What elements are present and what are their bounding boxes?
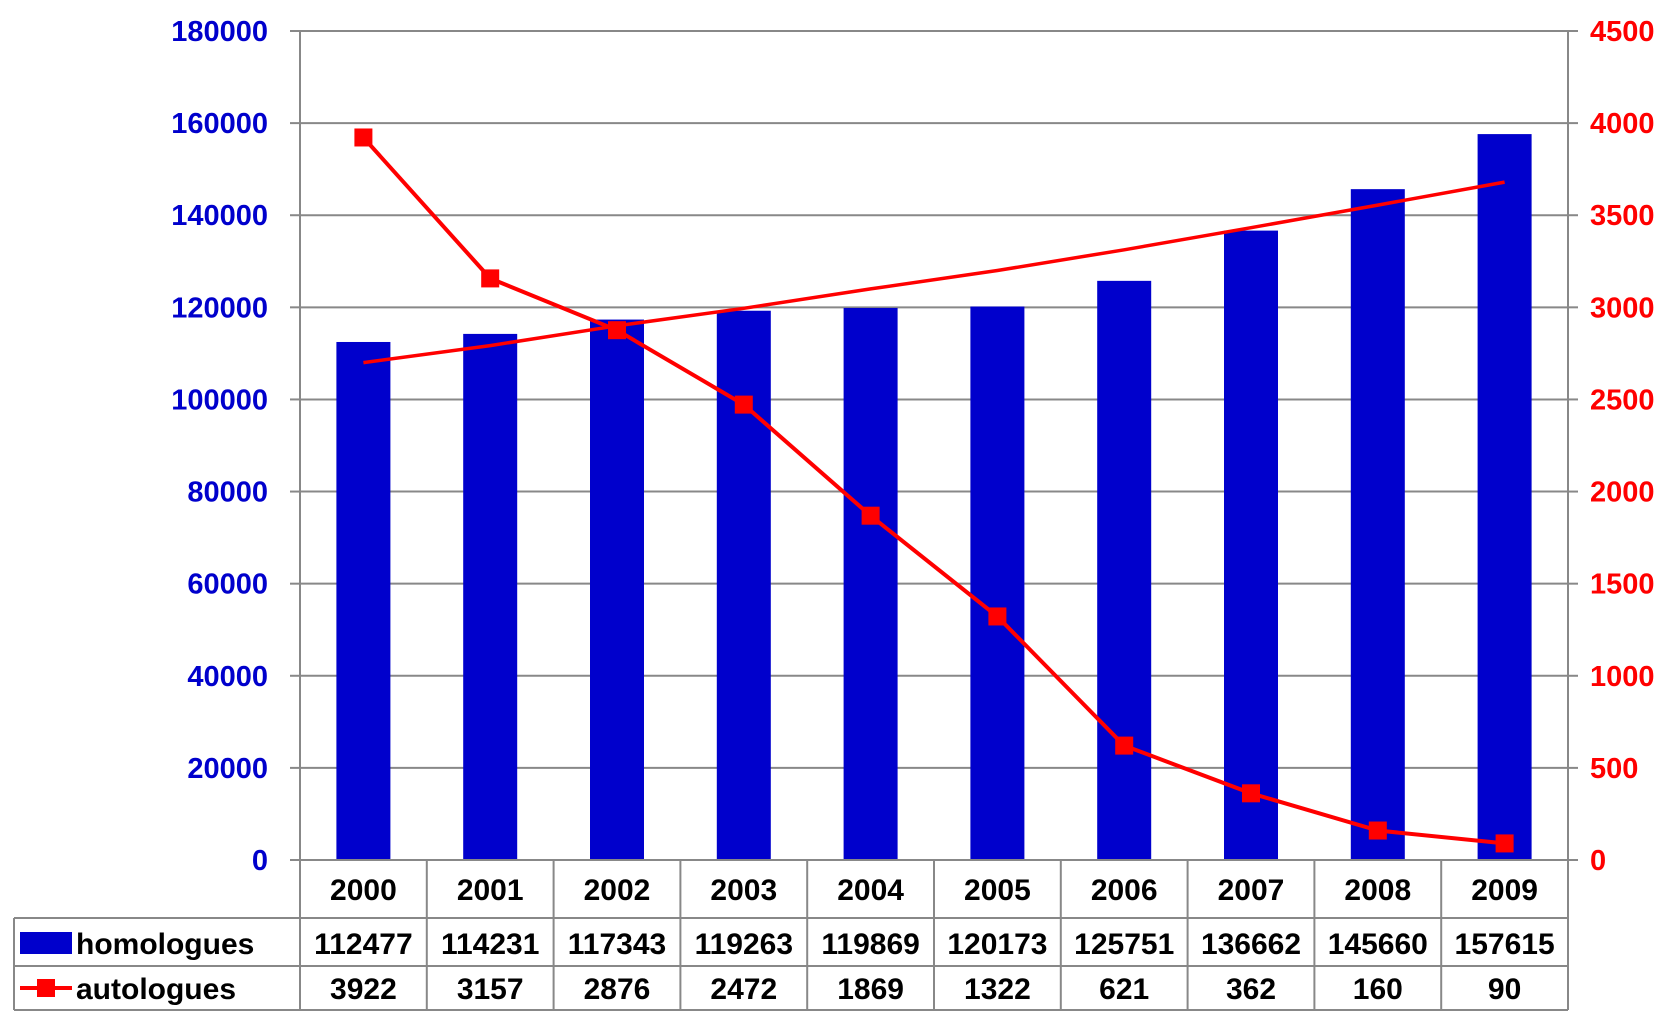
tick-label-right-1: 500	[1590, 753, 1638, 785]
table-cell-homologues-2003: 119263	[695, 928, 793, 961]
table-cell-homologues-2005: 120173	[947, 928, 1047, 961]
legend-key-homologues	[20, 932, 72, 954]
table-cell-autologues-2004: 1869	[837, 973, 904, 1006]
tick-label-right-2: 1000	[1590, 661, 1655, 693]
x-tick-label-2001: 2001	[457, 874, 524, 907]
tick-label-left-0: 0	[252, 845, 268, 877]
table-cell-autologues-2003: 2472	[710, 973, 777, 1006]
table-cell-homologues-2009: 157615	[1455, 928, 1555, 961]
tick-label-left-5: 100000	[171, 384, 268, 416]
bar-homologues-2001	[463, 333, 518, 860]
x-tick-label-2008: 2008	[1344, 874, 1411, 907]
tick-label-right-8: 4000	[1590, 108, 1655, 140]
table-cell-autologues-2009: 90	[1488, 973, 1521, 1006]
table-cell-autologues-2008: 160	[1353, 973, 1403, 1006]
tick-label-left-3: 60000	[187, 569, 268, 601]
table-cell-homologues-2000: 112477	[314, 928, 412, 961]
tick-label-left-2: 40000	[187, 661, 268, 693]
tick-label-left-7: 140000	[171, 200, 268, 232]
x-tick-label-2003: 2003	[710, 874, 777, 907]
legend-key-marker-autologues	[37, 979, 55, 997]
table-cell-homologues-2006: 125751	[1074, 928, 1174, 961]
table-cell-homologues-2007: 136662	[1201, 928, 1301, 961]
tick-label-left-8: 160000	[171, 108, 268, 140]
point-autologues-2008	[1368, 821, 1387, 840]
x-tick-label-2009: 2009	[1471, 874, 1538, 907]
x-tick-label-2006: 2006	[1091, 874, 1158, 907]
tick-label-left-4: 80000	[187, 477, 268, 509]
x-tick-label-2002: 2002	[584, 874, 651, 907]
tick-label-left-6: 120000	[171, 292, 268, 324]
table-cell-homologues-2004: 119869	[821, 928, 919, 961]
bar-homologues-2004	[843, 307, 898, 861]
table-cell-autologues-2006: 621	[1099, 973, 1149, 1006]
point-autologues-2009	[1495, 834, 1514, 853]
series-line-autologues	[361, 136, 1505, 846]
point-autologues-2002	[608, 321, 626, 340]
point-autologues-2003	[734, 395, 753, 414]
table-cell-autologues-2005: 1322	[964, 973, 1031, 1006]
bar-homologues-2007	[1224, 230, 1278, 860]
x-tick-label-2005: 2005	[964, 874, 1031, 907]
tick-label-right-9: 4500	[1590, 16, 1655, 48]
tick-label-left-1: 20000	[187, 753, 268, 785]
legend-label-homologues: homologues	[76, 928, 254, 961]
tick-label-left-9: 180000	[171, 16, 268, 48]
tick-label-right-5: 2500	[1590, 384, 1655, 416]
bar-homologues-2009	[1477, 134, 1532, 861]
x-tick-label-2000: 2000	[330, 874, 397, 907]
tick-label-right-0: 0	[1590, 845, 1606, 877]
point-autologues-2000	[354, 128, 373, 147]
tick-label-right-6: 3000	[1590, 292, 1655, 324]
x-tick-label-2007: 2007	[1218, 874, 1285, 907]
point-autologues-2006	[1115, 736, 1134, 755]
point-autologues-2004	[861, 506, 880, 525]
table-cell-homologues-2008: 145660	[1328, 928, 1428, 961]
bar-homologues-2008	[1350, 189, 1405, 860]
tick-label-right-7: 3500	[1590, 200, 1655, 232]
bar-homologues-2005	[970, 306, 1025, 860]
tick-label-right-3: 1500	[1590, 569, 1655, 601]
bar-homologues-2000	[336, 341, 391, 860]
x-tick-label-2004: 2004	[837, 874, 904, 907]
table-cell-autologues-2002: 2876	[584, 973, 651, 1006]
point-autologues-2007	[1242, 784, 1260, 803]
table-cell-autologues-2001: 3157	[457, 973, 524, 1006]
bar-homologues-2006	[1097, 280, 1152, 860]
point-autologues-2001	[481, 269, 500, 288]
bar-homologues-2002	[590, 319, 644, 860]
tick-label-right-4: 2000	[1590, 477, 1655, 509]
legend-label-autologues: autologues	[76, 973, 236, 1006]
table-cell-autologues-2007: 362	[1226, 973, 1276, 1006]
trendline-homologues	[363, 180, 1505, 365]
table-cell-autologues-2000: 3922	[330, 973, 397, 1006]
table-cell-homologues-2001: 114231	[441, 928, 539, 961]
point-autologues-2005	[988, 607, 1007, 626]
table-cell-homologues-2002: 117343	[568, 928, 666, 961]
